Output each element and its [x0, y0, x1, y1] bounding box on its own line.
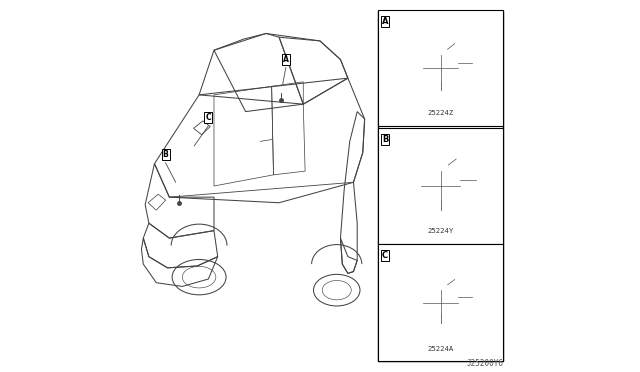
Bar	[378, 11, 504, 361]
Text: A: A	[283, 55, 289, 64]
Text: C: C	[381, 251, 388, 260]
Bar	[378, 244, 504, 361]
Text: C: C	[205, 113, 211, 122]
Text: 25224Z: 25224Z	[428, 110, 454, 116]
Text: 25224A: 25224A	[428, 346, 454, 352]
Bar	[378, 10, 504, 126]
Text: 25224Y: 25224Y	[428, 228, 454, 234]
Text: B: B	[381, 135, 388, 144]
Text: B: B	[163, 150, 168, 159]
Text: J25200Y6: J25200Y6	[467, 359, 504, 368]
Text: A: A	[381, 17, 388, 26]
Bar	[378, 128, 504, 244]
